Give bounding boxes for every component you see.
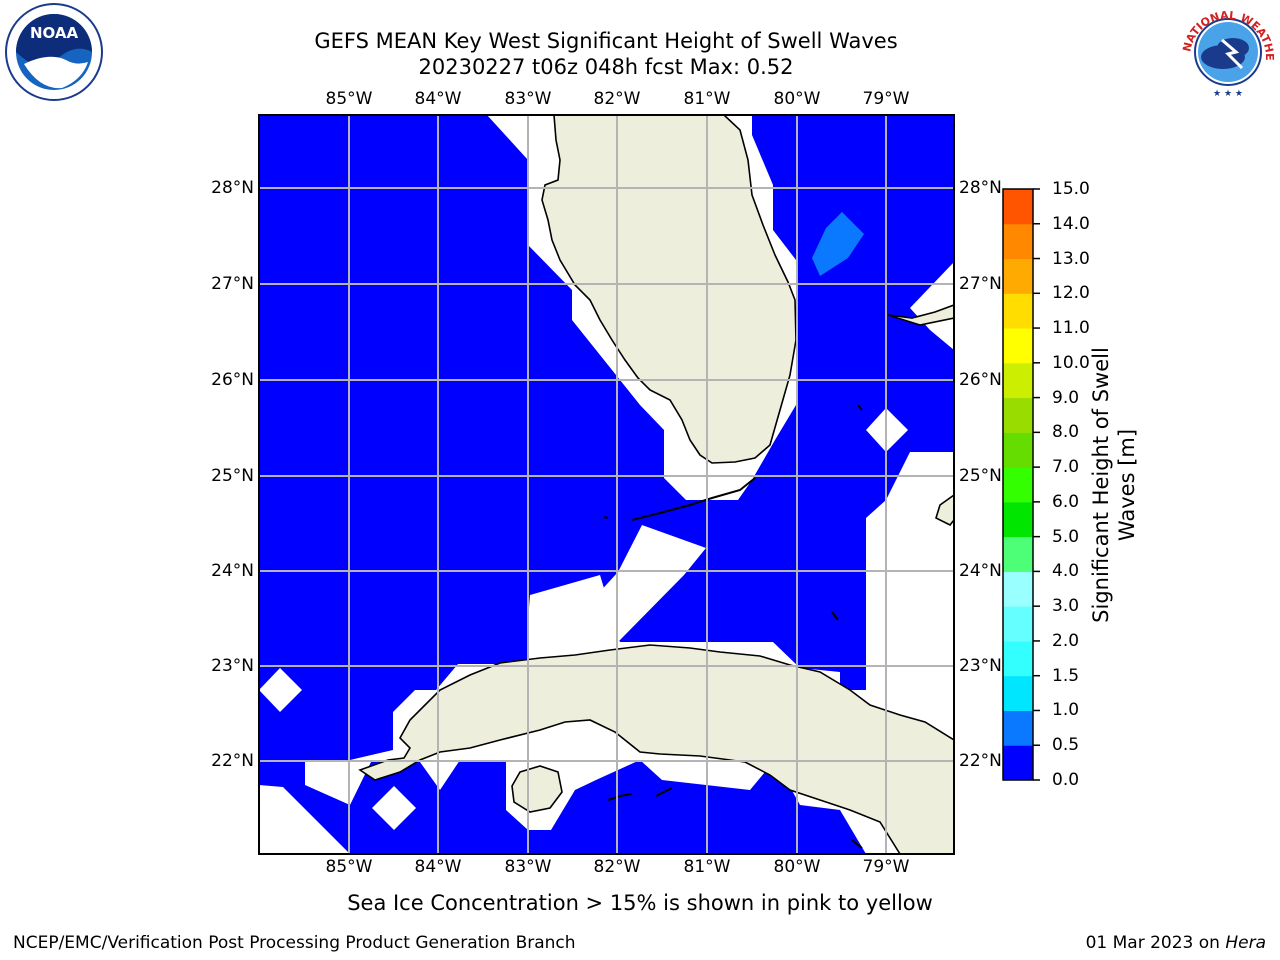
chart-subtitle: 20230227 t06z 048h fcst Max: 0.52	[418, 55, 794, 79]
colorbar-cell	[1003, 328, 1033, 364]
noaa-logo: NOAA	[5, 3, 103, 101]
colorbar-tick-label: 2.0	[1052, 630, 1080, 651]
colorbar-tick-label: 3.0	[1052, 596, 1080, 617]
colorbar-tick-label: 1.0	[1052, 700, 1080, 721]
colorbar-tick-label: 13.0	[1052, 248, 1090, 269]
colorbar-cell	[1003, 536, 1033, 572]
colorbar-tick-label: 10.0	[1052, 352, 1090, 373]
lat-label-left: 22°N	[211, 751, 254, 771]
lat-label-right: 22°N	[959, 751, 1002, 771]
nws-logo: NATIONAL WEATHER SERVICE ★ ★ ★	[1178, 2, 1276, 99]
lon-label-top: 85°W	[325, 89, 373, 109]
map-frame	[258, 114, 955, 855]
colorbar-cell	[1003, 571, 1033, 607]
lon-label-top: 81°W	[683, 89, 731, 109]
lat-label-left: 25°N	[211, 466, 254, 486]
colorbar-cell	[1003, 189, 1033, 225]
colorbar-title: Significant Height of Swell Waves [m]	[1089, 347, 1139, 623]
colorbar-tick-label: 0.0	[1052, 770, 1080, 790]
lon-label-bottom: 79°W	[862, 857, 910, 877]
colorbar-frame	[1002, 188, 1034, 781]
footer-date-text: 01 Mar 2023 on	[1085, 933, 1220, 953]
colorbar-cell	[1003, 467, 1033, 503]
chart-title: GEFS MEAN Key West Significant Height of…	[314, 29, 898, 53]
lon-label-bottom: 85°W	[325, 857, 373, 877]
isle-of-youth-land	[511, 765, 563, 813]
swell-patch	[812, 212, 864, 276]
colorbar-cell	[1003, 606, 1033, 642]
colorbar-cell	[1003, 640, 1033, 677]
colorbar-cell	[1003, 362, 1033, 399]
footer-date: 01 Mar 2023 on Hera	[1086, 933, 1266, 953]
lat-label-right: 27°N	[959, 274, 1002, 294]
colorbar-tick-label: 15.0	[1052, 179, 1090, 199]
svg-text:★ ★ ★: ★ ★ ★	[1213, 89, 1243, 99]
colorbar-tick-label: 5.0	[1052, 526, 1080, 547]
colorbar-tick-label: 8.0	[1052, 422, 1080, 443]
colorbar-cell	[1003, 710, 1033, 746]
cuba-land	[358, 644, 954, 854]
colorbar-cell	[1003, 293, 1033, 329]
colorbar-tick-label: 4.0	[1052, 561, 1080, 582]
lat-label-right: 24°N	[959, 561, 1002, 581]
colorbar-tick-label: 7.0	[1052, 457, 1080, 478]
lat-label-left: 26°N	[211, 370, 254, 390]
colorbar-cell	[1003, 501, 1033, 538]
lon-label-bottom: 81°W	[683, 857, 731, 877]
colorbar-tick-label: 12.0	[1052, 283, 1090, 304]
lat-label-left: 23°N	[211, 656, 254, 676]
colorbar-cell	[1003, 223, 1033, 260]
lat-label-left: 27°N	[211, 274, 254, 294]
graticule	[259, 115, 954, 854]
colorbar-tick-label: 6.0	[1052, 491, 1080, 512]
colorbar-cells	[1003, 189, 1033, 781]
colorbar-cell	[1003, 432, 1033, 468]
lon-label-bottom: 80°W	[773, 857, 821, 877]
lat-label-right: 23°N	[959, 656, 1002, 676]
lat-label-left: 24°N	[211, 561, 254, 581]
colorbar-cell	[1003, 397, 1033, 433]
lon-label-top: 83°W	[504, 89, 552, 109]
lon-label-top: 80°W	[773, 89, 821, 109]
land-areas	[358, 115, 954, 854]
lon-label-top: 82°W	[593, 89, 641, 109]
colorbar-tick-label: 11.0	[1052, 318, 1090, 339]
lon-label-bottom: 82°W	[593, 857, 641, 877]
colorbar-cell	[1003, 258, 1033, 294]
colorbar-tick-label: 1.5	[1052, 665, 1080, 686]
andros-land	[935, 494, 954, 527]
lon-label-bottom: 84°W	[414, 857, 462, 877]
footer-branch: NCEP/EMC/Verification Post Processing Pr…	[13, 933, 576, 953]
lat-label-right: 28°N	[959, 178, 1002, 198]
grand-bahama-land	[887, 304, 954, 326]
lat-label-right: 25°N	[959, 466, 1002, 486]
florida-land	[541, 115, 797, 464]
footer-host: Hera	[1225, 933, 1266, 953]
colorbar-cell	[1003, 745, 1033, 781]
colorbar-tick-label: 0.5	[1052, 735, 1080, 756]
lat-label-left: 28°N	[211, 178, 254, 198]
sea-ice-note: Sea Ice Concentration > 15% is shown in …	[347, 891, 933, 915]
colorbar-tick-label: 14.0	[1052, 213, 1090, 234]
lon-label-bottom: 83°W	[504, 857, 552, 877]
noaa-logo-text: NOAA	[30, 24, 79, 42]
small-islands	[603, 404, 863, 849]
lon-label-top: 79°W	[862, 89, 910, 109]
lat-label-right: 26°N	[959, 370, 1002, 390]
colorbar-tick-label: 9.0	[1052, 387, 1080, 408]
lon-label-top: 84°W	[414, 89, 462, 109]
colorbar-cell	[1003, 675, 1033, 711]
